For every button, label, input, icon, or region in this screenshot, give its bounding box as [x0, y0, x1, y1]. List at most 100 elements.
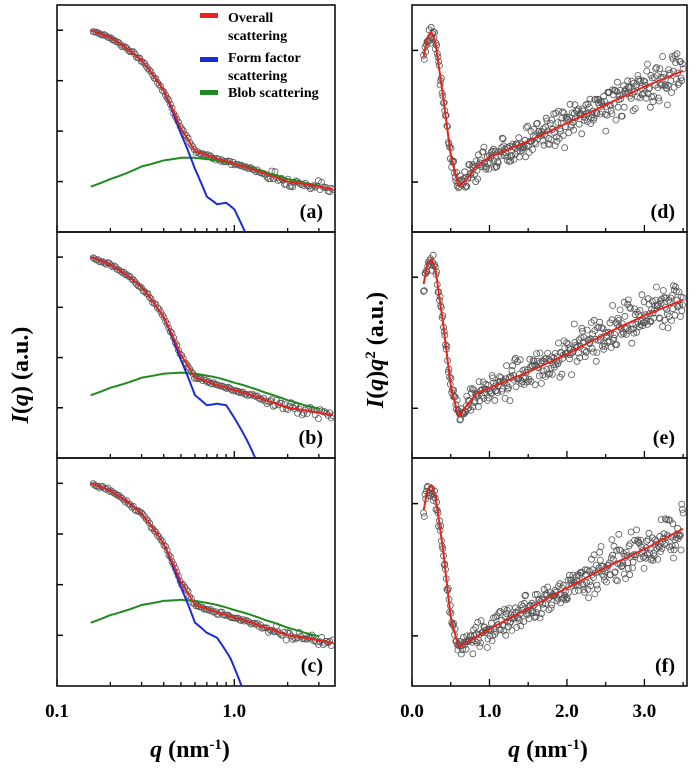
data-point [459, 633, 467, 641]
data-point [670, 84, 678, 91]
data-point [618, 112, 626, 120]
data-point [578, 130, 586, 138]
data-point [614, 103, 622, 111]
data-point [679, 301, 686, 309]
data-point [137, 509, 145, 517]
data-point [655, 97, 663, 105]
data-point [645, 529, 653, 537]
data-point [679, 506, 686, 513]
data-point [677, 546, 685, 554]
data-point [525, 375, 533, 383]
data-point [640, 77, 647, 85]
data-point [520, 144, 527, 152]
data-point [674, 303, 681, 311]
data-point [627, 94, 635, 102]
data-point [629, 564, 636, 572]
data-point [289, 403, 297, 411]
data-point [661, 515, 669, 523]
plot-area [420, 251, 687, 424]
data-point [583, 326, 591, 334]
data-point [562, 114, 570, 122]
data-point [667, 77, 675, 85]
data-point [107, 261, 115, 269]
data-point [657, 516, 665, 523]
data-point [420, 287, 428, 295]
data-point [639, 90, 647, 98]
data-point [652, 65, 660, 73]
data-point [457, 172, 465, 180]
data-point [586, 95, 594, 103]
data-point [160, 314, 168, 321]
data-point [157, 536, 165, 543]
data-point [424, 38, 432, 45]
right-xtick-label: 3.0 [633, 701, 657, 722]
data-point [625, 542, 633, 550]
data-point [561, 144, 569, 152]
data-point [187, 141, 195, 149]
data-point [594, 585, 601, 593]
data-point [590, 551, 598, 559]
data-point [420, 513, 428, 520]
data-point [672, 59, 679, 66]
panel-e: (e) [411, 231, 688, 459]
data-point [503, 610, 510, 618]
data-point [494, 389, 502, 397]
data-point [672, 542, 679, 549]
data-point [504, 385, 512, 393]
data-point [678, 77, 686, 85]
data-point [644, 536, 652, 543]
data-point [629, 558, 637, 566]
data-point [289, 183, 297, 191]
data-point [656, 315, 664, 322]
data-point [427, 23, 435, 31]
data-point [513, 624, 521, 631]
data-point [569, 571, 577, 579]
legend-swatch-overall [200, 13, 218, 18]
data-point [583, 566, 591, 574]
data-point [463, 182, 471, 190]
panel-a: (a) [56, 4, 336, 233]
data-point [607, 344, 615, 351]
data-point [655, 300, 662, 308]
data-point [491, 396, 499, 404]
data-point [670, 546, 678, 554]
data-point [575, 587, 582, 594]
data-point [669, 520, 677, 528]
data-point [470, 164, 478, 172]
data-point [635, 539, 643, 547]
data-point [663, 516, 671, 524]
legend-overall-line2: scattering [228, 29, 287, 44]
data-point [532, 613, 540, 621]
data-point [187, 368, 195, 376]
data-point [628, 77, 636, 85]
data-point [559, 581, 567, 589]
data-point [492, 613, 499, 621]
data-point [559, 595, 566, 602]
data-point [125, 47, 133, 54]
data-point [154, 532, 161, 539]
data-point [160, 541, 168, 549]
data-point [538, 379, 545, 387]
data-point [298, 411, 306, 419]
data-point [495, 609, 503, 617]
data-point [585, 594, 592, 602]
form-factor-curve [90, 482, 243, 686]
data-point [631, 105, 639, 112]
data-point [575, 120, 583, 128]
data-point [554, 119, 562, 126]
data-point [150, 527, 158, 535]
data-point [632, 320, 640, 328]
data-point [566, 355, 573, 363]
data-point [499, 135, 507, 143]
data-point [611, 569, 619, 576]
panel-frame [411, 231, 688, 459]
legend-form-line1: Form factor [228, 51, 301, 66]
data-point [506, 397, 514, 405]
data-point [531, 138, 538, 146]
data-point [677, 58, 684, 66]
data-point [520, 599, 528, 607]
legend-form-line2: scattering [228, 69, 287, 84]
data-point [539, 137, 547, 145]
data-point [457, 650, 465, 658]
data-point [658, 295, 666, 303]
